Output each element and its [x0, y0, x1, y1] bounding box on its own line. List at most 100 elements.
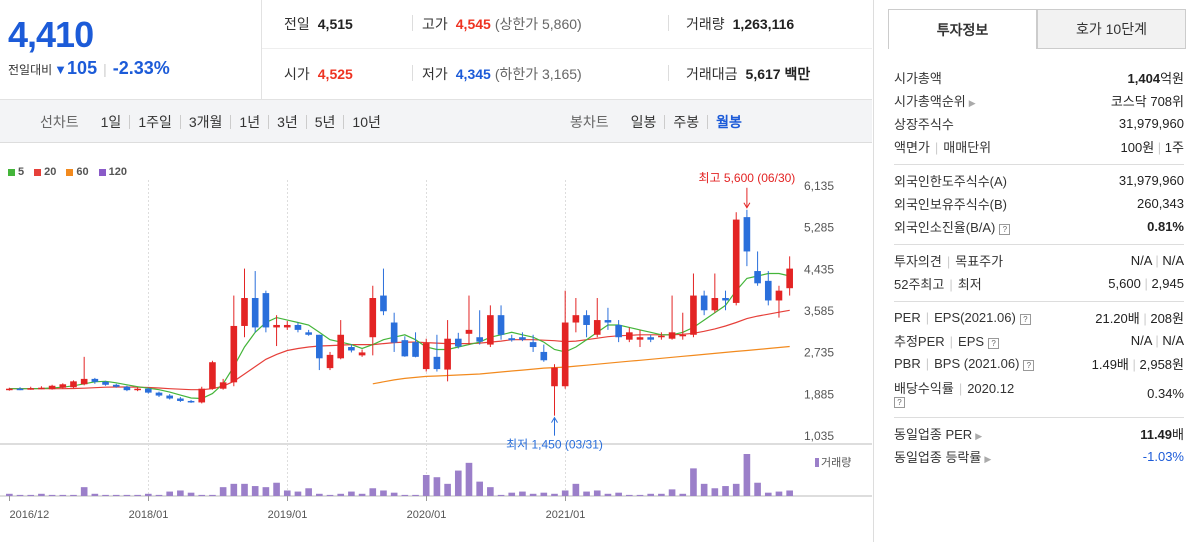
info-label-text: 액면가: [894, 140, 930, 155]
chevron-right-icon[interactable]: ▶: [968, 98, 976, 108]
info-label-line: PER | EPS(2021.06)?: [894, 310, 1031, 325]
volume-bar: [647, 493, 655, 496]
info-label: 액면가 | 매매단위: [894, 137, 991, 156]
info-value: -1.03%: [1143, 449, 1184, 464]
period-tab[interactable]: 3개월: [179, 115, 231, 129]
info-label-text: 시가총액순위: [894, 94, 966, 109]
candle-body: [230, 325, 238, 383]
period-tab[interactable]: 10년: [343, 115, 388, 129]
candle-chart-title[interactable]: 봉차트: [570, 114, 609, 130]
info-row: 투자의견 | 목표주가 N/A | N/A: [894, 249, 1184, 272]
info-value-text: 21.20배: [1095, 311, 1140, 326]
help-icon[interactable]: ?: [894, 397, 905, 408]
ma60-line: [372, 345, 790, 385]
info-label: 외국인소진율(B/A)?: [894, 217, 1011, 236]
price-change: 전일대비 ▼ 105 | -2.33%: [8, 58, 170, 79]
info-section: 동일업종 PER ▶ 11.49배 동일업종 등락률 ▶ -1.03%: [894, 418, 1184, 474]
info-value-text-2: N/A: [1162, 333, 1184, 348]
info-label-text: PER: [894, 310, 921, 325]
volume-bar: [123, 494, 131, 496]
x-tick-label: 2018/01: [129, 509, 169, 521]
info-value: 0.34%: [1147, 386, 1184, 401]
info-value-bold: 0.81%: [1147, 219, 1184, 234]
volume-bar: [476, 481, 483, 496]
legend-item: 60: [66, 166, 89, 178]
info-value-text: 억원: [1160, 71, 1184, 86]
candle-tab[interactable]: 월봉: [707, 115, 750, 129]
y-tick-label: 6,135: [804, 179, 834, 193]
volume-bar: [529, 493, 537, 496]
candle-body: [508, 338, 516, 341]
volume-bar: [219, 487, 227, 496]
info-section: 시가총액 1,404억원 시가총액순위 ▶ 코스닥 708위 상장주식수 31,979,96…: [894, 62, 1184, 165]
help-icon[interactable]: ?: [1023, 360, 1035, 371]
help-icon[interactable]: ?: [999, 224, 1011, 235]
prev-close-cell: 전일 4,515: [284, 14, 353, 34]
candle-body: [519, 337, 526, 340]
info-value: 100원 | 1주: [1121, 137, 1184, 156]
info-row: 52주최고 | 최저 5,600 | 2,945: [894, 272, 1184, 295]
volume-bar: [273, 482, 280, 496]
x-tick-label: 2016/12: [10, 509, 50, 521]
candle-tab[interactable]: 주봉: [664, 115, 707, 129]
candle-body: [16, 388, 24, 391]
volume-bar: [775, 491, 783, 496]
candle-body: [540, 351, 548, 361]
candle-body: [251, 298, 259, 328]
period-tab[interactable]: 3년: [268, 115, 306, 129]
volume-bar: [230, 483, 238, 496]
change-separator: |: [103, 61, 107, 77]
tab-invest-info[interactable]: 투자정보: [888, 9, 1037, 49]
period-tab[interactable]: 1년: [230, 115, 268, 129]
candle-body: [38, 387, 45, 390]
x-tick-label: 2019/01: [268, 509, 308, 521]
legend-item: 5: [8, 166, 24, 178]
period-tab[interactable]: 5년: [305, 115, 344, 129]
volume-bar: [401, 494, 409, 496]
value-separator: |: [1151, 253, 1163, 268]
candle-body: [177, 398, 184, 401]
high-value: 4,545: [455, 16, 491, 32]
candle-body: [465, 329, 473, 334]
chevron-right-icon[interactable]: ▶: [975, 431, 983, 441]
candle-body: [583, 315, 590, 325]
candle-body: [786, 268, 793, 289]
candle-body: [551, 367, 558, 387]
candle-body: [134, 388, 141, 391]
info-row: PBR | BPS (2021.06)? 1.49배 | 2,958원: [894, 352, 1184, 375]
info-label: PER | EPS(2021.06)?: [894, 310, 1031, 325]
candle-tab[interactable]: 일봉: [630, 114, 657, 130]
period-tab[interactable]: 1일: [100, 114, 122, 130]
info-label-text-2: 매매단위: [943, 140, 992, 155]
info-value: N/A | N/A: [1131, 253, 1184, 268]
candle-body: [604, 320, 612, 323]
volume-bar: [658, 493, 665, 496]
volume-bar: [48, 494, 56, 496]
candle-body: [636, 337, 644, 340]
candle-body: [209, 362, 216, 389]
info-value: 21.20배 | 208원: [1095, 308, 1184, 327]
period-tab[interactable]: 1주일: [129, 115, 180, 129]
info-label-line: 시가총액순위 ▶: [894, 91, 976, 110]
value-separator: |: [1128, 357, 1140, 372]
info-label-text: 동일업종 등락률: [894, 450, 982, 465]
info-row: 액면가 | 매매단위 100원 | 1주: [894, 135, 1184, 158]
chevron-right-icon[interactable]: ▶: [984, 454, 992, 464]
candle-body: [59, 384, 67, 388]
info-row: 추정PER | EPS? N/A | N/A: [894, 329, 1184, 352]
candle-body: [732, 219, 740, 303]
help-icon[interactable]: ?: [1019, 314, 1031, 325]
candle-body: [711, 298, 719, 311]
candle-body: [48, 385, 56, 390]
volume-bar: [786, 490, 793, 496]
volume-bar: [6, 493, 13, 496]
tab-order-book[interactable]: 호가 10단계: [1037, 9, 1186, 49]
y-tick-label: 1,035: [804, 429, 834, 443]
info-value-text: 0.34%: [1147, 385, 1184, 401]
x-tick-label: 2020/01: [407, 509, 447, 521]
help-icon[interactable]: ?: [988, 338, 1000, 349]
candle-body: [316, 334, 323, 359]
line-chart-title[interactable]: 선차트: [40, 114, 79, 130]
volume-bar: [668, 489, 676, 496]
info-label-text-2: EPS(2021.06): [934, 310, 1016, 325]
